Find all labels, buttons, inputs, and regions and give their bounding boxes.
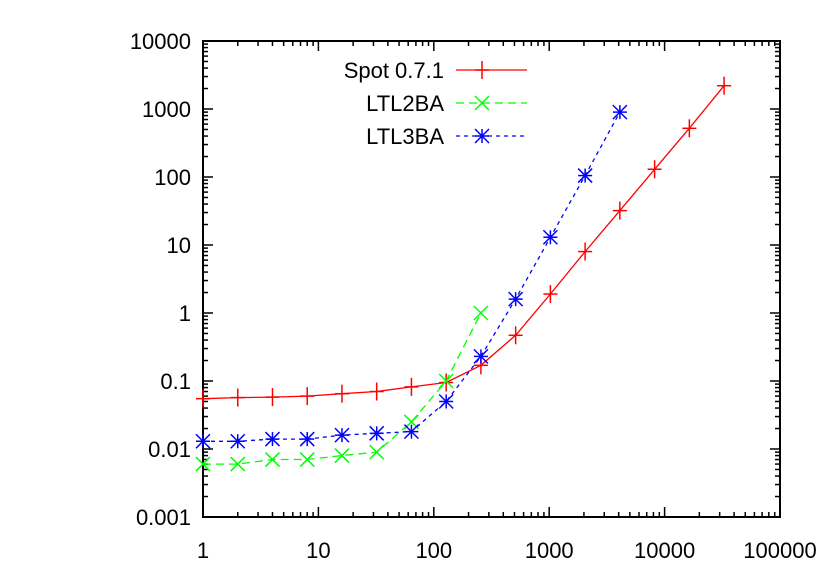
data-point — [612, 104, 628, 120]
data-point — [508, 291, 524, 307]
x-tick-label: 100 — [415, 538, 452, 563]
legend-label: LTL2BA — [366, 91, 444, 116]
data-point — [299, 431, 315, 447]
y-tick-label: 100 — [154, 165, 191, 190]
data-point — [195, 433, 211, 449]
data-point — [438, 393, 454, 410]
data-point — [369, 444, 385, 460]
data-point — [473, 348, 489, 364]
x-tick-label: 10 — [306, 538, 330, 563]
x-tick-label: 1 — [197, 538, 209, 563]
data-point — [403, 424, 419, 440]
series-line-0 — [202, 85, 725, 400]
legend-label: LTL3BA — [366, 124, 444, 149]
data-point — [264, 431, 281, 447]
x-tick-label: 10000 — [634, 538, 695, 563]
data-point — [264, 452, 281, 468]
data-point — [334, 448, 350, 464]
x-tick-label: 100000 — [743, 538, 816, 563]
series-line-1 — [203, 312, 482, 465]
x-tick-label: 1000 — [525, 538, 574, 563]
data-point — [230, 456, 246, 472]
legend-label: Spot 0.7.1 — [344, 58, 444, 83]
data-point — [577, 168, 593, 184]
legend-marker — [474, 95, 490, 111]
y-tick-label: 10 — [167, 233, 191, 258]
y-tick-label: 0.01 — [148, 437, 191, 462]
legend-marker — [474, 128, 490, 144]
data-point — [473, 305, 489, 321]
data-point — [438, 373, 454, 389]
plot-border — [202, 40, 781, 518]
y-tick-label: 0.001 — [136, 505, 191, 530]
y-tick-label: 10000 — [130, 29, 191, 54]
data-point — [195, 456, 211, 472]
y-tick-label: 0.1 — [160, 369, 191, 394]
data-point — [369, 425, 385, 441]
data-point — [334, 427, 350, 443]
y-tick-label: 1000 — [142, 97, 191, 122]
data-point — [299, 452, 315, 468]
y-tick-label: 1 — [179, 301, 191, 326]
data-point — [542, 229, 558, 245]
data-point — [230, 433, 246, 449]
